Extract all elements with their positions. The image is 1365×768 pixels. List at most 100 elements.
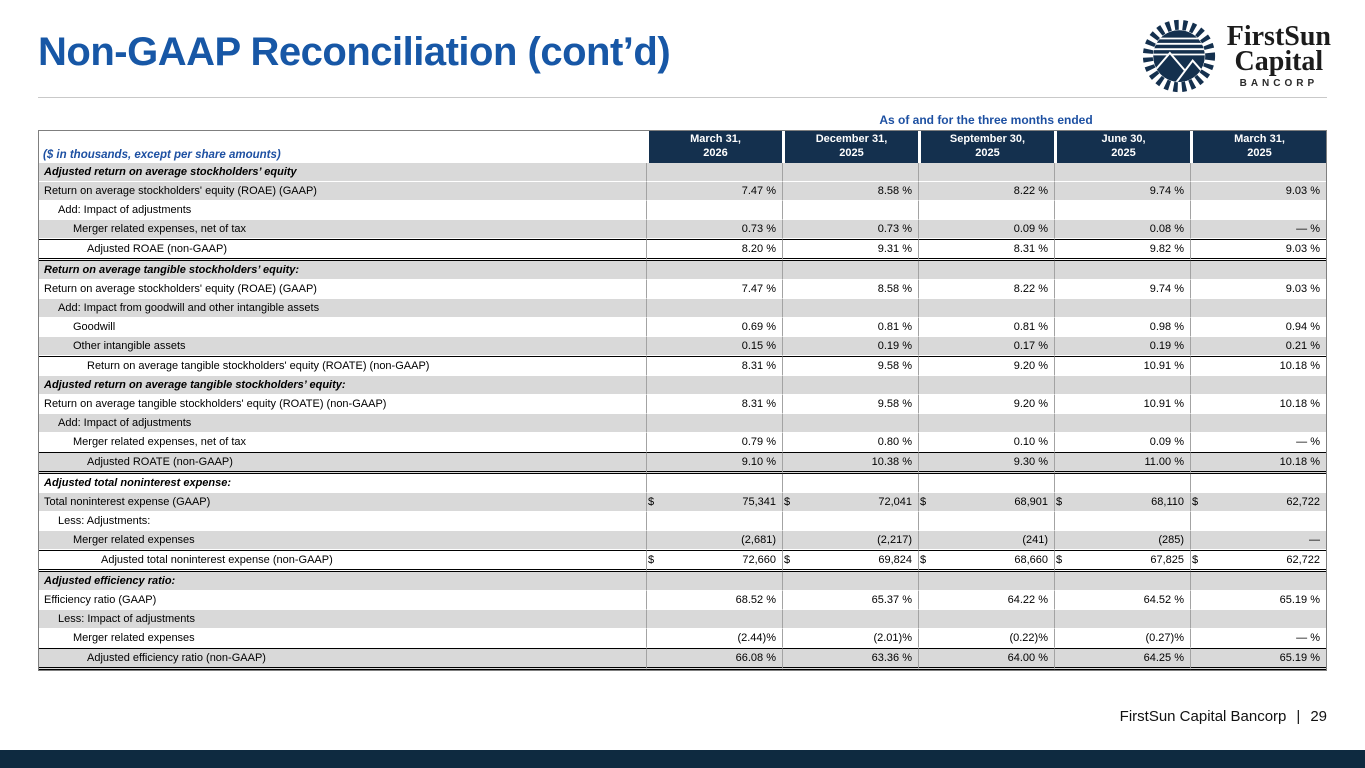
cell-value: 62,722 xyxy=(1286,554,1320,566)
data-cell: 68.52 % xyxy=(646,591,782,610)
data-cell xyxy=(1190,610,1326,629)
table-row: Goodwill 0.69 % 0.81 % 0.81 % 0.98 % 0.94 % xyxy=(39,318,1326,337)
data-cell xyxy=(918,376,1054,395)
table-row: Add: Impact of adjustments xyxy=(39,201,1326,220)
data-cell: (285) xyxy=(1054,531,1190,550)
section-row: Adjusted efficiency ratio: xyxy=(39,572,1326,591)
data-cell: 9.10 % xyxy=(646,452,782,474)
row-label: Merger related expenses xyxy=(39,531,646,550)
row-label: Return on average stockholders' equity (… xyxy=(39,280,646,299)
data-cell: 10.91 % xyxy=(1054,356,1190,376)
bottom-accent-bar xyxy=(0,750,1365,768)
data-cell: 10.18 % xyxy=(1190,395,1326,414)
data-cell: 0.19 % xyxy=(1054,337,1190,356)
data-cell: 9.82 % xyxy=(1054,239,1190,261)
data-cell: 63.36 % xyxy=(782,648,918,670)
data-cell: 8.22 % xyxy=(918,280,1054,299)
table-caption: As of and for the three months ended xyxy=(879,113,1093,127)
data-cell xyxy=(1054,512,1190,531)
data-cell: 9.20 % xyxy=(918,395,1054,414)
section-row: Adjusted return on average tangible stoc… xyxy=(39,376,1326,395)
data-cell: 0.81 % xyxy=(782,318,918,337)
logo-line2: Capital xyxy=(1234,46,1324,78)
data-cell: 7.47 % xyxy=(646,280,782,299)
data-cell xyxy=(646,376,782,395)
footer-company: FirstSun Capital Bancorp xyxy=(1119,708,1287,725)
data-cell: 0.69 % xyxy=(646,318,782,337)
data-cell xyxy=(782,610,918,629)
data-cell xyxy=(646,163,782,182)
data-cell: $62,722 xyxy=(1190,550,1326,572)
row-label: Return on average tangible stockholders'… xyxy=(39,395,646,414)
data-cell: 9.74 % xyxy=(1054,280,1190,299)
data-cell: 10.38 % xyxy=(782,452,918,474)
data-cell xyxy=(918,414,1054,433)
row-label: Adjusted return on average tangible stoc… xyxy=(39,376,646,395)
data-cell: 64.00 % xyxy=(918,648,1054,670)
data-cell: 0.98 % xyxy=(1054,318,1190,337)
cell-value: 68,901 xyxy=(1014,496,1048,508)
data-cell: $62,722 xyxy=(1190,493,1326,512)
row-label: Merger related expenses, net of tax xyxy=(39,433,646,452)
data-cell: — % xyxy=(1190,433,1326,452)
row-label: Adjusted efficiency ratio (non-GAAP) xyxy=(39,648,646,670)
data-cell: 7.47 % xyxy=(646,182,782,201)
data-cell: 0.80 % xyxy=(782,433,918,452)
row-label: Less: Impact of adjustments xyxy=(39,610,646,629)
currency-symbol: $ xyxy=(1192,496,1199,508)
row-label: Less: Adjustments: xyxy=(39,512,646,531)
row-label: Add: Impact from goodwill and other inta… xyxy=(39,299,646,318)
table-row: Adjusted ROATE (non-GAAP) 9.10 % 10.38 % 9.… xyxy=(39,452,1326,474)
currency-symbol: $ xyxy=(648,496,655,508)
table-row: Merger related expenses, net of tax 0.73 … xyxy=(39,220,1326,239)
data-cell xyxy=(1190,512,1326,531)
data-cell: 0.09 % xyxy=(1054,433,1190,452)
logo-wordmark: FirstSun Capital BANCORP xyxy=(1227,22,1331,90)
row-label: Merger related expenses xyxy=(39,629,646,648)
data-cell xyxy=(646,414,782,433)
data-cell: 64.25 % xyxy=(1054,648,1190,670)
data-cell xyxy=(782,474,918,493)
data-cell xyxy=(918,163,1054,182)
row-label: Adjusted ROATE (non-GAAP) xyxy=(39,452,646,474)
table-row: Other intangible assets 0.15 % 0.19 % 0.17 … xyxy=(39,337,1326,356)
row-label: Efficiency ratio (GAAP) xyxy=(39,591,646,610)
table-row: Merger related expenses (2,681) (2,217) (24… xyxy=(39,531,1326,550)
data-cell: 10.91 % xyxy=(1054,395,1190,414)
data-cell: $72,041 xyxy=(782,493,918,512)
data-cell: (2.44)% xyxy=(646,629,782,648)
data-cell: 0.15 % xyxy=(646,337,782,356)
company-logo: FirstSun Capital BANCORP xyxy=(1141,18,1331,94)
data-cell: 9.20 % xyxy=(918,356,1054,376)
data-cell: 8.31 % xyxy=(646,356,782,376)
data-cell: — % xyxy=(1190,629,1326,648)
data-cell xyxy=(1190,376,1326,395)
page-title: Non-GAAP Reconciliation (cont’d) xyxy=(38,30,671,74)
row-label: Add: Impact of adjustments xyxy=(39,201,646,220)
currency-symbol: $ xyxy=(648,554,655,566)
data-cell xyxy=(646,610,782,629)
data-cell xyxy=(646,512,782,531)
cell-value: 75,341 xyxy=(742,496,776,508)
data-cell xyxy=(918,261,1054,280)
data-cell: 9.58 % xyxy=(782,395,918,414)
table-row: Return on average stockholders' equity (… xyxy=(39,182,1326,201)
data-cell: (241) xyxy=(918,531,1054,550)
data-cell xyxy=(646,572,782,591)
row-label: Return on average tangible stockholders'… xyxy=(39,356,646,376)
data-cell: 0.10 % xyxy=(918,433,1054,452)
data-cell: (2,681) xyxy=(646,531,782,550)
data-cell: $67,825 xyxy=(1054,550,1190,572)
data-cell xyxy=(646,261,782,280)
data-cell xyxy=(782,376,918,395)
data-cell: 11.00 % xyxy=(1054,452,1190,474)
data-cell: 66.08 % xyxy=(646,648,782,670)
data-cell: 9.03 % xyxy=(1190,182,1326,201)
table-row: Less: Adjustments: xyxy=(39,512,1326,531)
logo-line3: BANCORP xyxy=(1239,78,1319,90)
column-header: September 30, 2025 xyxy=(918,131,1054,163)
column-header: March 31, 2025 xyxy=(1190,131,1326,163)
table-row: Merger related expenses (2.44)% (2.01)% (0.… xyxy=(39,629,1326,648)
slide-footer: FirstSun Capital Bancorp | 29 xyxy=(1120,708,1327,725)
